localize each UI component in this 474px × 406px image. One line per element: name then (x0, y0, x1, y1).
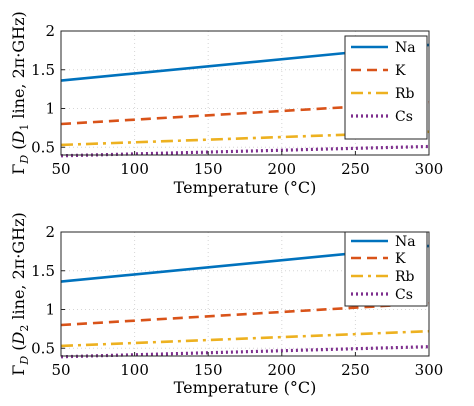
y-axis-label-symbol-sub: D (18, 155, 31, 165)
y-tick-label: 1 (45, 100, 55, 118)
y-tick-label: 1.5 (31, 262, 55, 280)
y-axis-label-rest: line, 2π·GHz) (9, 212, 28, 324)
y-axis-label-symbol: Γ (9, 365, 28, 376)
y-axis-label-open: ( (9, 144, 28, 155)
x-tick-label: 200 (267, 160, 296, 178)
legend: Na K Rb Cs (344, 231, 428, 307)
x-tick-label: 100 (120, 361, 149, 379)
y-axis-label-line-sub: 1 (18, 124, 31, 131)
y-tick-label: 0.5 (31, 339, 55, 357)
y-tick-label: 2 (45, 223, 55, 241)
y-axis-label-line: D (9, 131, 28, 145)
x-tick-label: 150 (194, 361, 223, 379)
x-tick-label: 300 (415, 160, 444, 178)
x-tick-label: 50 (51, 160, 70, 178)
y-tick-label: 0.5 (31, 138, 55, 156)
legend: Na K Rb Cs (344, 35, 428, 140)
y-tick-label: 1 (45, 301, 55, 319)
plot-frame (60, 30, 430, 156)
y-axis-label: ΓD (D2 line, 2π·GHz) (9, 212, 31, 376)
x-tick-label: 250 (341, 160, 370, 178)
x-tick-label: 150 (194, 160, 223, 178)
series-line-cs (60, 144, 430, 158)
legend-label-cs: Cs (395, 109, 413, 125)
series-line-k (60, 302, 430, 327)
y-axis-label-symbol-sub: D (18, 356, 31, 366)
series-line-rb (60, 329, 430, 348)
legend-box (344, 35, 428, 140)
chart-panel-d2: 50 100 150 200 250 300 0.5 1 1.5 2 Temperature (°… (9, 212, 443, 397)
legend-label-k: K (395, 63, 406, 79)
x-tick-label: 250 (341, 361, 370, 379)
y-tick-label: 1.5 (31, 61, 55, 79)
series-line-cs (60, 345, 430, 359)
legend-label-rb: Rb (395, 86, 415, 102)
legend-label-rb: Rb (395, 269, 415, 285)
ticks: 50 100 150 200 250 300 0.5 1 1.5 2 (31, 223, 443, 379)
legend-label-cs: Cs (395, 287, 413, 303)
x-axis-label: Temperature (°C) (174, 378, 317, 397)
x-tick-label: 100 (120, 160, 149, 178)
x-tick-label: 50 (51, 361, 70, 379)
y-axis-label-line-sub: 2 (18, 325, 31, 332)
plot-frame (60, 231, 430, 357)
x-tick-label: 200 (267, 361, 296, 379)
ticks: 50 100 150 200 250 300 0.5 1 1.5 2 (31, 22, 443, 178)
legend-label-na: Na (395, 234, 416, 250)
x-axis-label: Temperature (°C) (174, 178, 317, 197)
legend-label-na: Na (395, 40, 416, 56)
y-axis-label-rest: line, 2π·GHz) (9, 11, 28, 123)
y-axis-label-open: ( (9, 345, 28, 356)
y-axis-label: ΓD (D1 line, 2π·GHz) (9, 11, 31, 175)
y-tick-label: 2 (45, 22, 55, 40)
y-axis-label-line: D (9, 332, 28, 346)
y-axis-label-symbol: Γ (9, 164, 28, 175)
x-tick-label: 300 (415, 361, 444, 379)
legend-label-k: K (395, 251, 406, 267)
